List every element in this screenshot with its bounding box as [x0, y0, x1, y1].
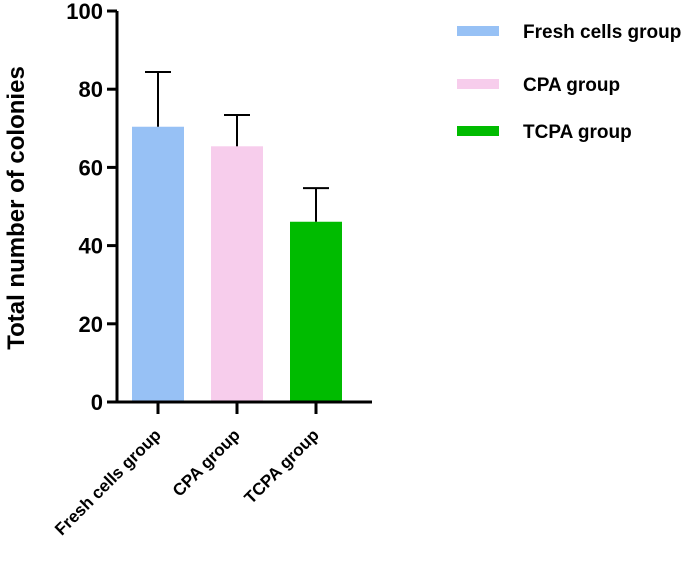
y-tick-label-100: 100 [66, 0, 103, 24]
legend-swatch-2 [457, 79, 499, 89]
legend-label-1: Fresh cells group [523, 22, 681, 43]
bar-3 [290, 221, 342, 402]
y-axis-title: Total number of colonies [3, 66, 30, 350]
legend-swatch-1 [457, 26, 499, 36]
legend: Fresh cells group CPA group TCPA group [457, 22, 681, 143]
x-tick-label-1: Fresh cells group [51, 425, 165, 539]
legend-label-3: TCPA group [523, 122, 632, 143]
y-tick-label-0: 0 [91, 390, 103, 415]
y-tick-label-20: 20 [79, 312, 103, 337]
bars-layer [132, 126, 342, 403]
legend-swatch-3 [457, 126, 499, 136]
bar-1 [132, 126, 184, 403]
y-tick-label-40: 40 [79, 234, 103, 259]
y-tick-label-60: 60 [79, 155, 103, 180]
y-tick-label-80: 80 [79, 77, 103, 102]
error-bars-layer [145, 70, 329, 222]
x-tick-label-3: TCPA group [241, 425, 323, 507]
bar-2 [211, 146, 263, 402]
legend-label-2: CPA group [523, 75, 620, 96]
x-tick-label-2: CPA group [169, 425, 244, 500]
